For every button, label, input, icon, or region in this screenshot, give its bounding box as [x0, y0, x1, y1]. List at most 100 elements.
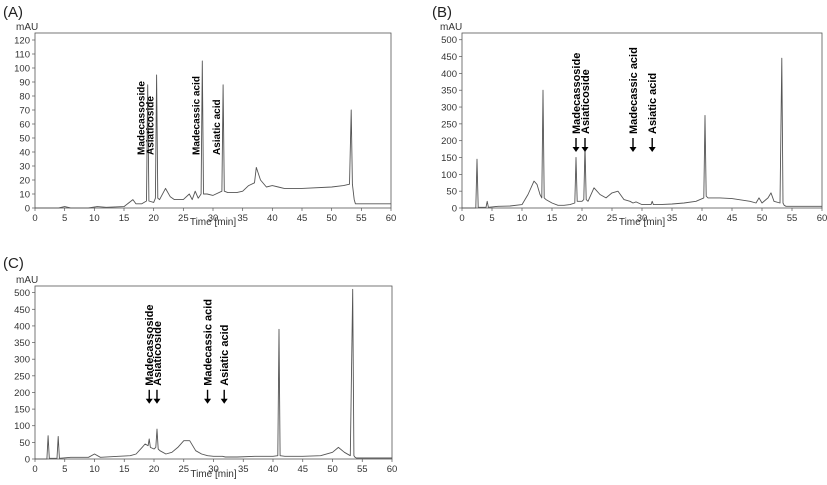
x-tick-label: 5	[62, 464, 67, 475]
x-tick-label: 0	[459, 213, 464, 224]
x-axis-label: Time [min]	[619, 217, 666, 228]
x-tick-label: 25	[178, 213, 189, 224]
y-tick-label: 10	[19, 190, 30, 201]
y-tick-label: 100	[441, 170, 457, 181]
y-tick-label: 150	[14, 405, 30, 416]
peak-label-asiatic-acid: Asiatic acid	[212, 99, 223, 155]
y-axis-label: mAU	[16, 275, 38, 286]
x-tick-label: 15	[119, 213, 130, 224]
x-tick-label: 20	[577, 213, 588, 224]
peak-arrowhead	[648, 147, 656, 152]
peak-label-madecassic-acid: Madecassic acid	[628, 47, 640, 134]
y-tick-label: 70	[19, 106, 30, 117]
x-tick-label: 50	[757, 213, 768, 224]
peak-label-asiatic-acid: Asiatic acid	[219, 325, 231, 386]
y-tick-label: 100	[14, 421, 30, 432]
peak-label-asiaticoside: Asiaticoside	[146, 96, 157, 155]
y-tick-label: 250	[14, 371, 30, 382]
x-tick-label: 60	[817, 213, 827, 224]
x-tick-label: 10	[517, 213, 528, 224]
y-tick-label: 300	[14, 355, 30, 366]
x-axis-label: Time [min]	[190, 217, 237, 228]
y-axis-label: mAU	[440, 22, 462, 33]
peak-arrowhead	[145, 398, 153, 404]
x-tick-label: 15	[119, 464, 130, 475]
peak-arrowhead	[572, 147, 580, 152]
chart-panel-1: (A)mAU 0 10 20 30 40 50 60 70 80 90 100 110 120 0 5 10 15…	[3, 4, 396, 228]
x-tick-label: 35	[667, 213, 678, 224]
panel-letter: (B)	[432, 4, 452, 21]
chart-panel-2: (B)mAU 0 50 100 150 200 250 300 350 400 450 500 0 5 10…	[432, 4, 827, 228]
peak-label-madecassic-acid: Madecassic acid	[203, 299, 215, 386]
chromatogram-trace	[35, 288, 392, 460]
y-tick-label: 30	[19, 162, 30, 173]
y-tick-label: 200	[14, 388, 30, 399]
x-tick-label: 5	[489, 213, 494, 224]
x-tick-label: 20	[149, 464, 160, 475]
y-tick-label: 250	[441, 119, 457, 130]
y-tick-label: 500	[441, 35, 457, 46]
peak-arrowhead	[220, 398, 228, 404]
panel-letter: (A)	[3, 4, 23, 21]
y-tick-label: 90	[19, 78, 30, 89]
peak-label-asiatic-acid: Asiatic acid	[647, 73, 659, 134]
x-tick-label: 40	[267, 213, 278, 224]
peak-label-asiaticoside: Asiaticoside	[580, 69, 592, 134]
y-tick-label: 300	[441, 103, 457, 114]
y-tick-label: 450	[441, 52, 457, 63]
x-tick-label: 60	[387, 464, 398, 475]
panel-letter: (C)	[3, 255, 24, 272]
x-tick-label: 15	[547, 213, 558, 224]
peak-label-asiaticoside: Asiaticoside	[152, 321, 164, 386]
y-tick-label: 0	[452, 204, 457, 215]
chart-panel-3: (C) mAU 0 50 100 150 200 250 300 350 400 450 500 0 5 10…	[3, 255, 397, 480]
x-tick-label: 35	[238, 464, 249, 475]
peak-label-madecassoside: Madecassoside	[571, 53, 583, 134]
y-tick-label: 50	[446, 187, 457, 198]
y-tick-label: 20	[19, 176, 30, 187]
x-tick-label: 25	[178, 464, 189, 475]
y-tick-label: 0	[25, 204, 30, 215]
x-tick-label: 10	[89, 213, 100, 224]
y-tick-label: 60	[19, 120, 30, 131]
x-tick-label: 45	[297, 464, 308, 475]
x-tick-label: 45	[727, 213, 738, 224]
x-tick-label: 45	[297, 213, 308, 224]
x-tick-label: 55	[356, 213, 367, 224]
peak-arrowhead	[629, 147, 637, 152]
y-tick-label: 40	[19, 148, 30, 159]
y-tick-label: 80	[19, 92, 30, 103]
y-tick-label: 500	[14, 288, 30, 299]
y-tick-label: 120	[14, 36, 30, 47]
y-tick-label: 50	[19, 438, 30, 449]
x-tick-label: 0	[32, 213, 37, 224]
x-tick-label: 40	[697, 213, 708, 224]
peak-label-madecassoside: Madecassoside	[144, 304, 156, 385]
x-tick-label: 10	[89, 464, 100, 475]
y-tick-label: 400	[441, 69, 457, 80]
x-tick-label: 20	[148, 213, 159, 224]
chromatogram-trace	[462, 57, 822, 209]
x-tick-label: 60	[386, 213, 397, 224]
x-tick-label: 55	[787, 213, 798, 224]
y-tick-label: 350	[441, 86, 457, 97]
x-tick-label: 30	[637, 213, 648, 224]
y-tick-label: 450	[14, 305, 30, 316]
y-tick-label: 110	[15, 50, 30, 61]
plot-frame	[461, 32, 823, 209]
y-tick-label: 0	[25, 455, 30, 466]
chromatogram-trace	[35, 60, 391, 209]
x-tick-label: 5	[62, 213, 67, 224]
y-tick-label: 200	[441, 136, 457, 147]
x-tick-label: 0	[32, 464, 37, 475]
peak-label-madecassic-acid: Madecassic acid	[191, 76, 202, 155]
x-tick-label: 25	[607, 213, 618, 224]
y-tick-label: 400	[14, 321, 30, 332]
x-tick-label: 55	[357, 464, 368, 475]
y-tick-label: 350	[14, 338, 30, 349]
x-tick-label: 40	[268, 464, 279, 475]
y-tick-label: 100	[14, 64, 30, 75]
x-tick-label: 30	[208, 464, 219, 475]
x-tick-label: 50	[326, 213, 337, 224]
